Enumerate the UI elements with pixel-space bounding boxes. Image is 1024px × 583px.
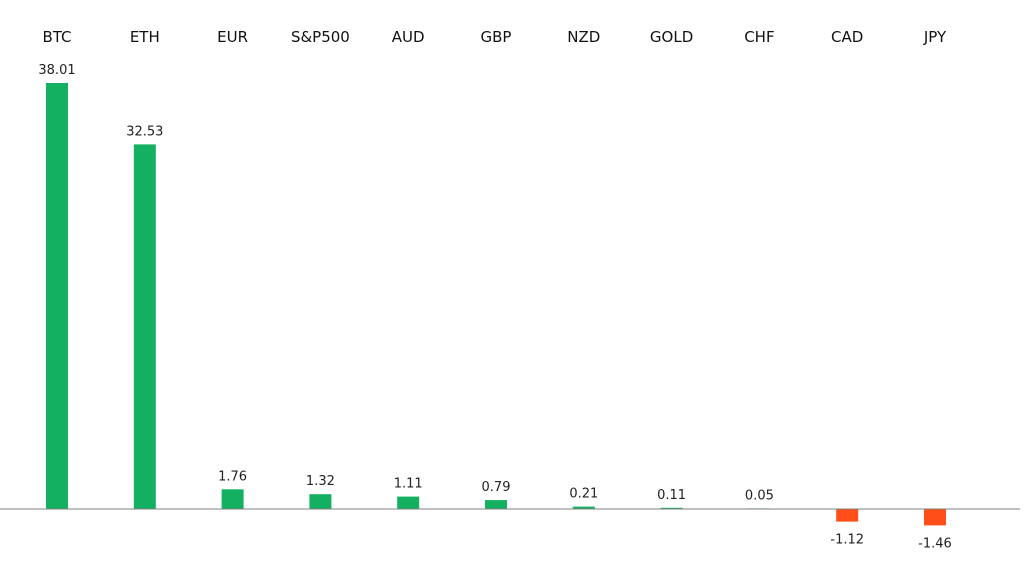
value-label: 0.11 — [657, 488, 686, 503]
value-label: 1.76 — [218, 469, 247, 484]
value-labels: 38.01 32.53 1.76 1.32 1.11 0.79 0.21 0.11 0.05 -1… — [38, 63, 951, 551]
category-label: S&P500 — [291, 28, 350, 46]
bar-jpy — [924, 509, 946, 526]
category-label: CAD — [831, 28, 863, 46]
value-label: 32.53 — [126, 124, 163, 139]
bar-gold — [660, 507, 683, 509]
category-label: CHF — [744, 28, 774, 46]
bar-btc — [46, 83, 68, 509]
value-label: -1.46 — [918, 536, 952, 551]
category-label: EUR — [217, 28, 248, 46]
bar-cad — [836, 509, 859, 522]
bars-layer — [46, 83, 946, 526]
category-label: ETH — [130, 28, 160, 46]
category-labels: BTC ETH EUR S&P500 AUD GBP NZD GOLD CHF CAD JPY — [42, 28, 947, 46]
value-label: 1.32 — [306, 474, 335, 489]
value-label: 0.79 — [482, 480, 511, 495]
category-label: JPY — [923, 28, 947, 46]
category-label: NZD — [567, 28, 600, 46]
bar-nzd — [572, 506, 595, 509]
value-label: 0.05 — [745, 488, 774, 503]
bar-eth — [133, 144, 156, 509]
bar-aud — [397, 496, 420, 509]
category-label: BTC — [42, 28, 71, 46]
value-label: -1.12 — [830, 533, 864, 548]
value-label: 38.01 — [38, 63, 75, 78]
bar-eur — [221, 489, 244, 509]
value-label: 0.21 — [569, 487, 598, 502]
value-label: 1.11 — [394, 477, 423, 492]
category-label: GOLD — [650, 28, 693, 46]
category-label: AUD — [392, 28, 425, 46]
bar-sp500 — [309, 494, 332, 509]
category-label: GBP — [481, 28, 512, 46]
bar-gbp — [485, 500, 507, 509]
